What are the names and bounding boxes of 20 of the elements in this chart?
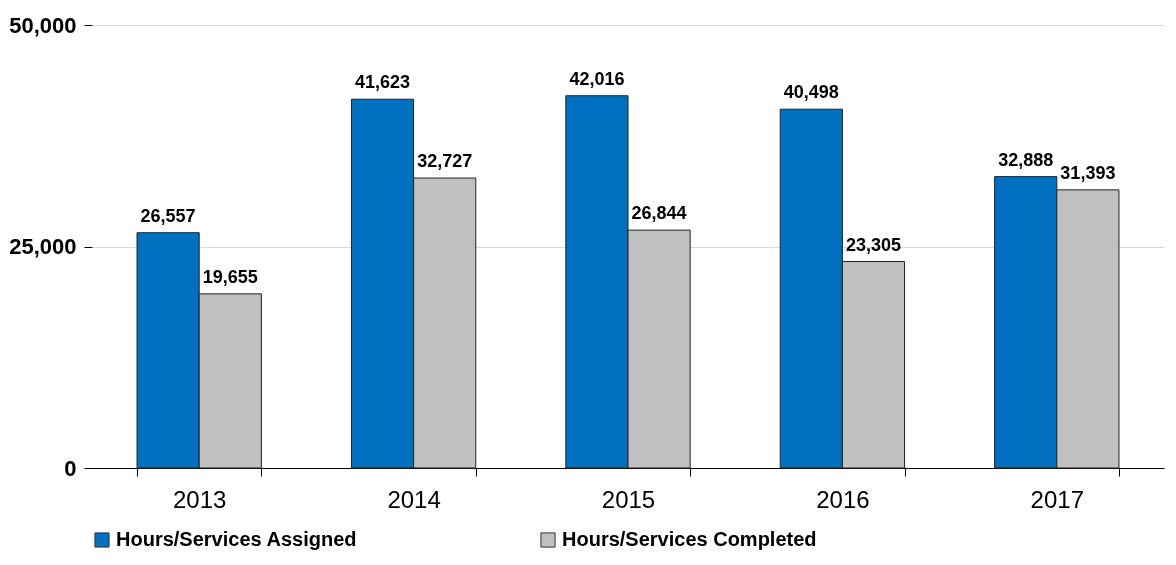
- data-label: 42,016: [569, 68, 625, 89]
- data-label: 26,844: [631, 203, 687, 224]
- data-label: 31,393: [1060, 162, 1116, 183]
- data-label: 19,655: [202, 266, 258, 287]
- legend-label: Hours/Services Completed: [562, 528, 817, 550]
- data-label: 32,888: [998, 149, 1054, 170]
- data-label: 40,498: [783, 82, 839, 103]
- y-tick-label: 50,000: [9, 12, 77, 38]
- x-tick-label: 2014: [387, 485, 441, 513]
- x-tick-label: 2016: [816, 485, 870, 513]
- x-tick-label: 2013: [173, 485, 227, 513]
- x-tick-label: 2017: [1030, 485, 1084, 513]
- data-label: 23,305: [845, 234, 902, 255]
- x-tick-label: 2015: [601, 485, 656, 513]
- data-label: 32,727: [417, 151, 473, 172]
- legend-label: Hours/Services Assigned: [116, 528, 357, 550]
- y-tick-label: 25,000: [9, 234, 77, 259]
- data-label: 26,557: [140, 205, 196, 226]
- y-tick-label: 0: [64, 455, 77, 481]
- data-label: 41,623: [354, 72, 411, 93]
